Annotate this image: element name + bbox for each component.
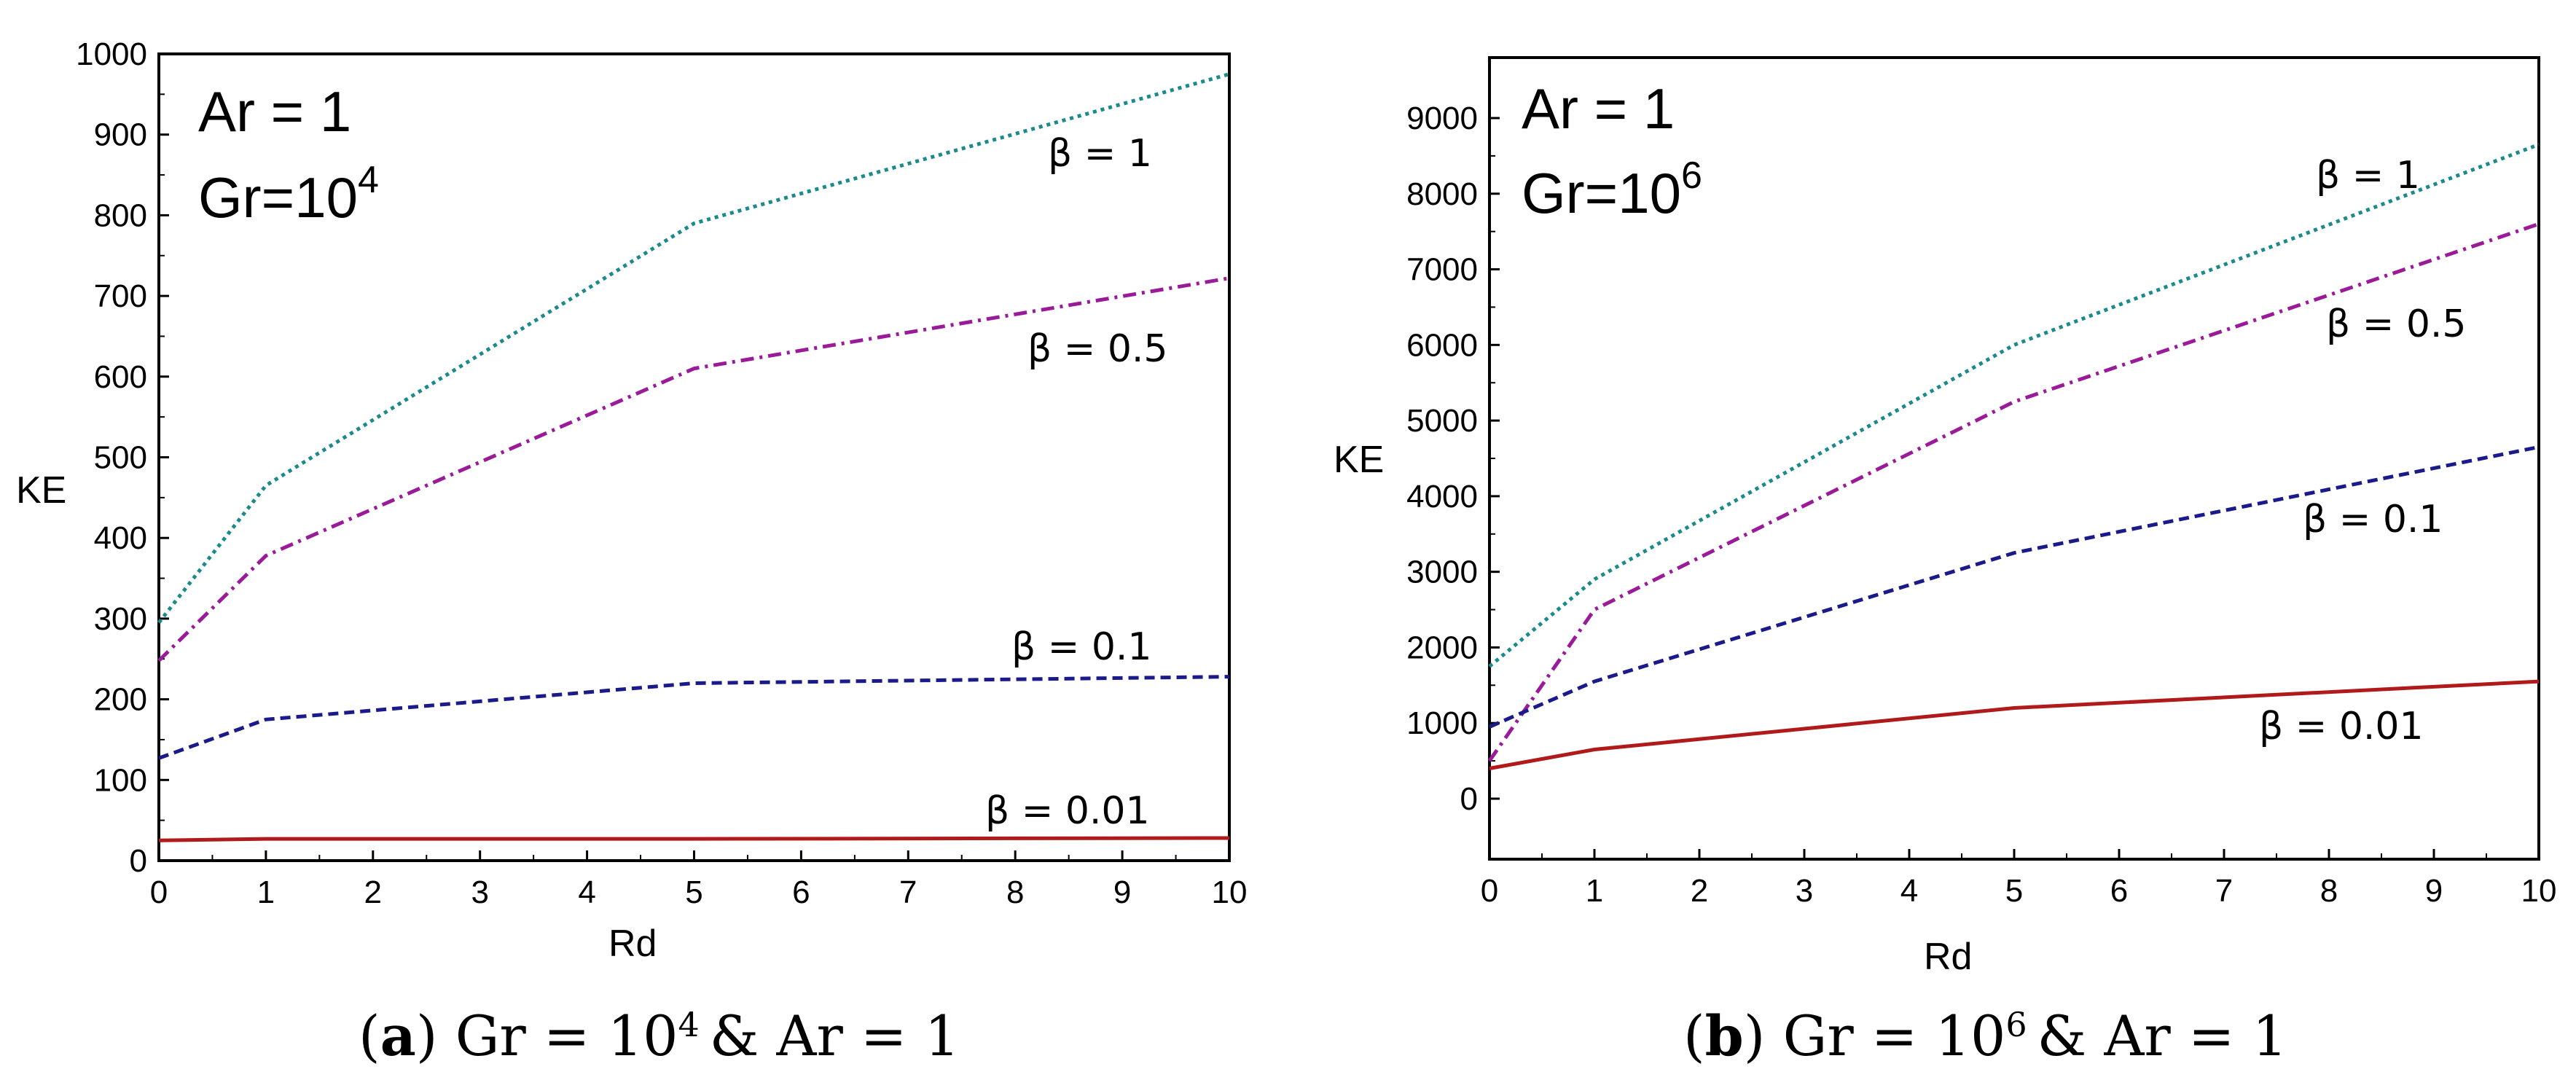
x-tick-label: 6 — [2110, 873, 2128, 909]
x-tick-label: 5 — [2005, 873, 2023, 909]
chart-a-caption-tail: & Ar = 1 — [710, 1003, 960, 1068]
series-line-beta-0-1 — [158, 675, 1230, 760]
y-tick-label: 9000 — [1406, 101, 1478, 136]
chart-a-annotation-gr: Gr=104 — [198, 159, 379, 230]
x-tick-label: 8 — [1006, 874, 1024, 910]
y-tick-label: 0 — [1460, 781, 1478, 817]
chart-b-xlabel: Rd — [1924, 936, 1972, 978]
chart-b-label-beta-0-5: β = 0.5 — [2326, 302, 2467, 346]
x-tick-label: 1 — [1586, 873, 1603, 909]
chart-b-label-beta-0-1: β = 0.1 — [2303, 498, 2443, 541]
chart-a-annotation-gr-base: Gr=10 — [198, 165, 358, 230]
y-tick-label: 3000 — [1406, 555, 1478, 590]
y-tick-label: 6000 — [1406, 327, 1478, 363]
x-tick-label: 2 — [364, 874, 382, 910]
chart-b-caption-label: b — [1705, 1003, 1744, 1068]
y-tick-label: 400 — [94, 520, 147, 556]
series-line-beta-0-01 — [1489, 679, 2540, 770]
y-tick-label: 7000 — [1406, 252, 1478, 288]
y-tick-label: 1000 — [1406, 705, 1478, 741]
chart-b-caption-close: ) — [1744, 1003, 1783, 1068]
chart-a: 0 1 2 3 4 5 6 7 8 9 100100200300400500600700800900… — [16, 36, 1247, 1068]
chart-b-annotation-gr: Gr=106 — [1522, 154, 1702, 225]
series-line-beta-0-01 — [158, 836, 1230, 842]
y-tick-label: 5000 — [1406, 403, 1478, 439]
x-tick-label: 9 — [2425, 873, 2443, 909]
chart-b-annotation-gr-exp: 6 — [1681, 154, 1702, 197]
chart-b-ticks: 0 1 2 3 4 5 6 7 8 9 10 0 1000 2000 3000 4000 5000 6000 700… — [1406, 101, 2556, 909]
chart-b-series — [1487, 142, 2540, 770]
y-tick-label: 300 — [94, 601, 147, 637]
series-line-beta-0-5 — [1487, 222, 2540, 762]
chart-a-series — [157, 72, 1230, 842]
x-tick-label: 10 — [2521, 873, 2557, 909]
x-tick-label: 10 — [1212, 874, 1248, 910]
chart-a-caption-exp: 4 — [678, 1005, 699, 1044]
y-tick-label: 1000 — [76, 36, 147, 72]
chart-a-caption-close: ) — [416, 1003, 455, 1068]
y-tick-label: 600 — [94, 359, 147, 395]
x-tick-label: 5 — [685, 874, 702, 910]
series-line-beta-0-1 — [1489, 445, 2540, 729]
y-tick-label: 8000 — [1406, 176, 1478, 212]
x-tick-label: 4 — [578, 874, 595, 910]
chart-b-label-beta-1: β = 1 — [2316, 154, 2420, 197]
chart-b: 0 1 2 3 4 5 6 7 8 9 10 0 1000 2000 3000 4000 5000 6000 700… — [1334, 56, 2556, 1068]
chart-a-label-beta-0-01: β = 0.01 — [985, 789, 1150, 833]
x-tick-label: 7 — [899, 874, 917, 910]
chart-a-ticks: 0 1 2 3 4 5 6 7 8 9 100100200300400500600700800900… — [76, 36, 1247, 910]
chart-a-caption-text: Gr = 10 — [455, 1003, 678, 1068]
y-tick-label: 100 — [94, 762, 147, 798]
x-tick-label: 8 — [2320, 873, 2338, 909]
chart-a-annotation-ar: Ar = 1 — [198, 79, 351, 144]
y-tick-label: 0 — [130, 843, 147, 879]
chart-b-annotation-ar: Ar = 1 — [1522, 77, 1675, 141]
x-tick-label: 2 — [1691, 873, 1708, 909]
series-line-beta-1 — [1488, 142, 2540, 668]
y-tick-label: 2000 — [1406, 630, 1478, 665]
y-tick-label: 500 — [94, 440, 147, 476]
series-line-beta-1 — [157, 72, 1230, 624]
x-tick-label: 6 — [792, 874, 810, 910]
chart-a-caption-open: ( — [359, 1003, 380, 1068]
chart-a-label-beta-0-1: β = 0.1 — [1011, 625, 1152, 669]
chart-a-caption: (a) Gr = 104 & Ar = 1 — [359, 1003, 960, 1068]
x-tick-label: 1 — [257, 874, 275, 910]
x-tick-label: 3 — [471, 874, 488, 910]
y-tick-label: 700 — [94, 278, 147, 314]
chart-b-annotation-gr-base: Gr=10 — [1522, 161, 1681, 225]
y-tick-label: 200 — [94, 682, 147, 718]
series-line-beta-0-5 — [157, 276, 1230, 662]
chart-b-ylabel: KE — [1334, 439, 1384, 481]
y-tick-label: 4000 — [1406, 479, 1478, 514]
chart-a-label-beta-0-5: β = 0.5 — [1027, 327, 1168, 371]
chart-b-label-beta-0-01: β = 0.01 — [2259, 705, 2424, 748]
chart-a-caption-label: a — [380, 1003, 416, 1068]
chart-b-caption-tail: & Ar = 1 — [2037, 1003, 2287, 1068]
y-tick-label: 800 — [94, 197, 147, 233]
chart-b-caption-open: ( — [1683, 1003, 1705, 1068]
chart-b-caption-text: Gr = 10 — [1783, 1003, 2006, 1068]
chart-a-xlabel: Rd — [608, 923, 657, 965]
x-tick-label: 0 — [1481, 873, 1498, 909]
chart-a-label-beta-1: β = 1 — [1048, 132, 1152, 176]
x-tick-label: 9 — [1113, 874, 1131, 910]
x-tick-label: 4 — [1900, 873, 1918, 909]
chart-a-ylabel: KE — [16, 469, 66, 512]
chart-b-caption-exp: 6 — [2005, 1005, 2027, 1044]
chart-a-annotation-gr-exp: 4 — [358, 159, 379, 201]
y-tick-label: 900 — [94, 117, 147, 153]
x-tick-label: 3 — [1796, 873, 1813, 909]
chart-b-caption: (b) Gr = 106 & Ar = 1 — [1683, 1003, 2287, 1068]
x-tick-label: 7 — [2215, 873, 2233, 909]
x-tick-label: 0 — [150, 874, 168, 910]
